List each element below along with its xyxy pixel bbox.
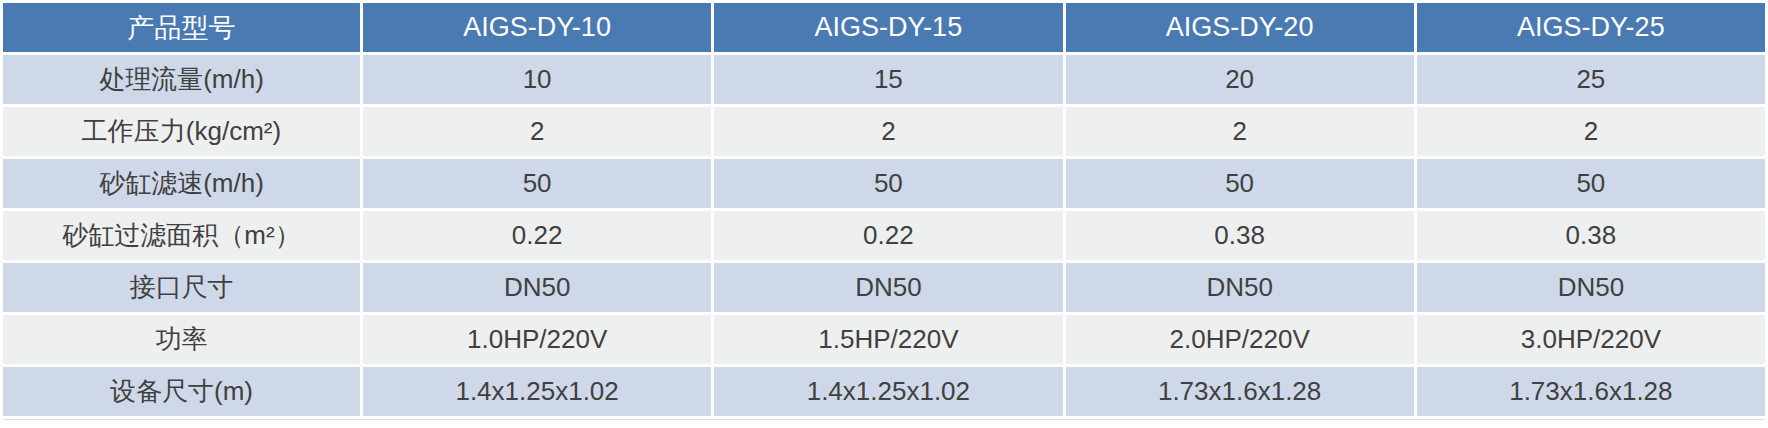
table-cell: 0.22 — [714, 211, 1062, 260]
table-cell: 1.0HP/220V — [363, 315, 711, 364]
row-label-equipment-size: 设备尺寸(m) — [3, 367, 360, 416]
table-bottom-divider — [3, 419, 1765, 420]
table-cell: 15 — [714, 55, 1062, 104]
row-label-flow-rate: 处理流量(m/h) — [3, 55, 360, 104]
table-cell: 0.38 — [1066, 211, 1414, 260]
table-cell: 2.0HP/220V — [1066, 315, 1414, 364]
table-cell: 2 — [714, 107, 1062, 156]
table-cell: DN50 — [1417, 263, 1765, 312]
table-header-product-model: 产品型号 — [3, 3, 360, 52]
table-cell: 20 — [1066, 55, 1414, 104]
table-cell: 1.5HP/220V — [714, 315, 1062, 364]
table-cell: 50 — [714, 159, 1062, 208]
table-cell: DN50 — [1066, 263, 1414, 312]
row-label-interface-size: 接口尺寸 — [3, 263, 360, 312]
table-cell: 0.38 — [1417, 211, 1765, 260]
product-spec-table: 产品型号 AIGS-DY-10 AIGS-DY-15 AIGS-DY-20 AI… — [3, 3, 1765, 416]
table-cell: 50 — [363, 159, 711, 208]
table-cell: 3.0HP/220V — [1417, 315, 1765, 364]
table-header-model-4: AIGS-DY-25 — [1417, 3, 1765, 52]
table-cell: DN50 — [363, 263, 711, 312]
table-cell: 1.4x1.25x1.02 — [714, 367, 1062, 416]
table-header-model-3: AIGS-DY-20 — [1066, 3, 1414, 52]
table-header-model-2: AIGS-DY-15 — [714, 3, 1062, 52]
row-label-filter-area: 砂缸过滤面积（m²） — [3, 211, 360, 260]
table-cell: 50 — [1417, 159, 1765, 208]
table-cell: DN50 — [714, 263, 1062, 312]
table-cell: 1.4x1.25x1.02 — [363, 367, 711, 416]
table-cell: 2 — [1417, 107, 1765, 156]
table-cell: 2 — [1066, 107, 1414, 156]
table-header-model-1: AIGS-DY-10 — [363, 3, 711, 52]
table-cell: 2 — [363, 107, 711, 156]
table-cell: 0.22 — [363, 211, 711, 260]
row-label-power: 功率 — [3, 315, 360, 364]
table-cell: 50 — [1066, 159, 1414, 208]
table-cell: 1.73x1.6x1.28 — [1066, 367, 1414, 416]
row-label-working-pressure: 工作压力(kg/cm²) — [3, 107, 360, 156]
row-label-filter-speed: 砂缸滤速(m/h) — [3, 159, 360, 208]
table-cell: 10 — [363, 55, 711, 104]
table-cell: 1.73x1.6x1.28 — [1417, 367, 1765, 416]
table-cell: 25 — [1417, 55, 1765, 104]
